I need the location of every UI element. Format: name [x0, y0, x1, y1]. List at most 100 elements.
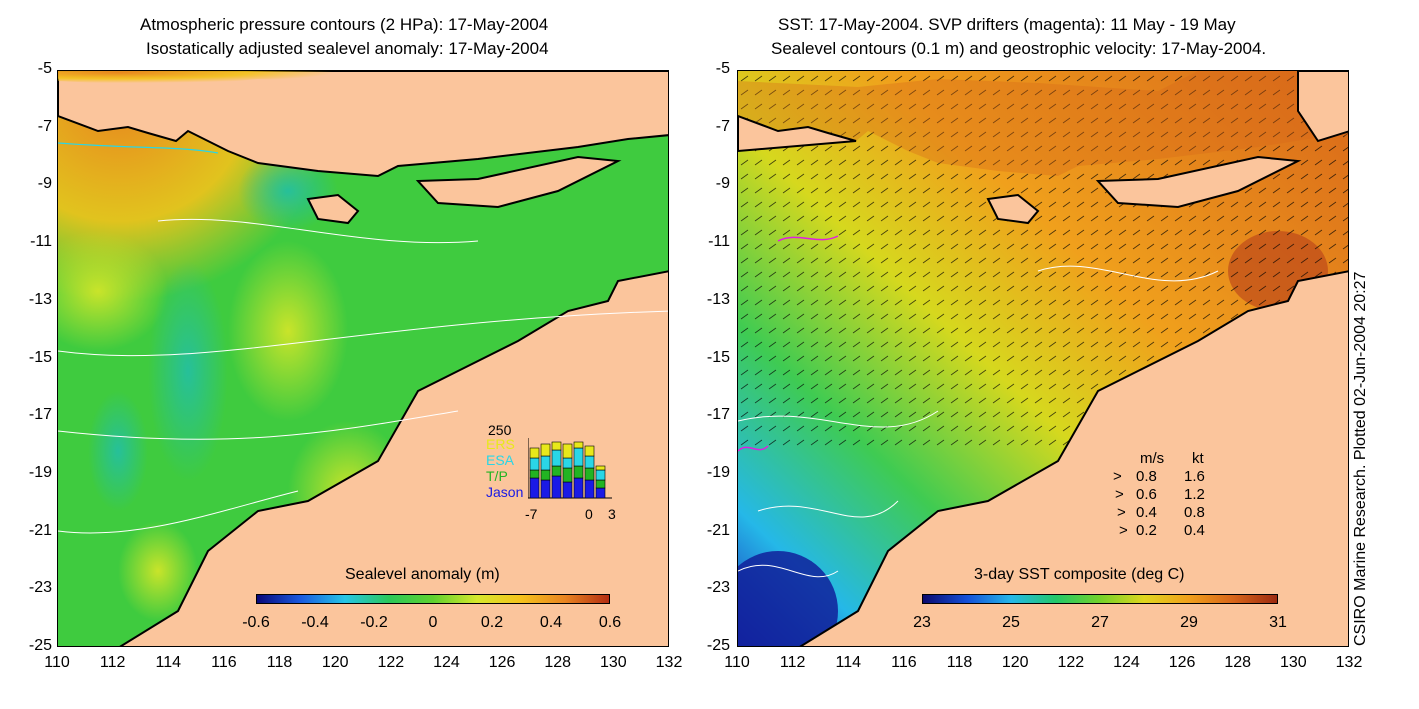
velocity-ms-value: 0.8: [1136, 468, 1157, 485]
y-tick-label: -11: [30, 233, 52, 251]
velocity-legend-kt-header: kt: [1192, 450, 1204, 467]
inset-series-label: T/P: [486, 468, 508, 484]
inset-bar-segment: [573, 441, 584, 449]
y-tick-label: -25: [706, 637, 730, 654]
y-tick-label: -15: [28, 348, 52, 366]
colorbar-tick-label: 29: [1180, 614, 1198, 631]
x-tick-label: 118: [266, 654, 293, 671]
y-tick-label: -13: [28, 290, 52, 308]
inset-xtick: -7: [525, 506, 538, 522]
pressure-contour: [58, 490, 299, 534]
inset-bar-segment: [573, 447, 584, 467]
inset-bar-segment: [562, 481, 573, 499]
australia-land: [119, 270, 668, 646]
left-colorbar: [256, 594, 610, 604]
anomaly-blob: [118, 521, 198, 621]
inset-bar-segment: [584, 455, 595, 469]
inset-bar-segment: [595, 465, 606, 471]
drifter-track: [777, 235, 839, 242]
y-tick-label: -17: [706, 406, 730, 424]
altimeter-inset: 250 ERS ESA T/P Jason -7 0 3: [478, 418, 618, 528]
velocity-arrow-glyph: >: [1113, 468, 1122, 485]
sst-map: [737, 70, 1349, 647]
velocity-kt-value: 1.2: [1184, 486, 1205, 503]
x-tick-label: 120: [321, 654, 349, 671]
y-tick-label: -15: [706, 348, 730, 366]
inset-bar-segment: [551, 475, 562, 499]
plot-credit: CSIRO Marine Research. Plotted 02-Jun-20…: [1352, 271, 1369, 646]
inset-bar-segment: [595, 479, 606, 489]
inset-bar-segment: [595, 469, 606, 481]
pressure-contour-cyan: [58, 142, 219, 154]
x-tick-label: 128: [1224, 654, 1252, 671]
x-tick-label: 124: [433, 654, 460, 671]
drifter-track: [738, 445, 769, 452]
anomaly-blob: [228, 241, 348, 421]
sealevel-contour: [1037, 265, 1219, 282]
y-tick-label: -7: [37, 117, 52, 135]
y-tick-label: -21: [28, 521, 52, 539]
inset-bar-segment: [540, 455, 551, 471]
velocity-arrow-glyph: >: [1115, 486, 1124, 503]
x-tick-label: 126: [1168, 654, 1196, 671]
velocity-ms-value: 0.2: [1136, 522, 1157, 539]
x-tick-label: 126: [488, 654, 516, 671]
cold-pool: [738, 551, 838, 646]
x-tick-label: 132: [1335, 654, 1363, 671]
sealevel-anomaly-map: [57, 70, 669, 647]
inset-bar-segment: [529, 447, 540, 459]
right-title-line1: SST: 17-May-2004. SVP drifters (magenta)…: [778, 15, 1236, 34]
colorbar-tick-label: 0.6: [598, 614, 622, 631]
x-tick-label: 122: [377, 654, 405, 671]
colorbar-tick-label: 0.4: [539, 614, 563, 631]
x-tick-label: 114: [835, 654, 862, 671]
velocity-kt-value: 0.4: [1184, 522, 1205, 539]
left-title-line2: Isostatically adjusted sealevel anomaly:…: [146, 39, 549, 58]
right-title-line2: Sealevel contours (0.1 m) and geostrophi…: [771, 39, 1267, 58]
x-tick-label: 110: [44, 654, 70, 671]
inset-bar-segment: [551, 449, 562, 467]
colorbar-tick-label: 27: [1091, 614, 1109, 631]
x-tick-label: 112: [99, 654, 126, 671]
left-colorbar-label: Sealevel anomaly (m): [345, 566, 500, 583]
y-tick-label: -7: [715, 117, 730, 135]
sumba-land: [306, 193, 360, 225]
velocity-ms-value: 0.6: [1136, 486, 1157, 503]
inset-bars: [528, 438, 612, 499]
colorbar-tick-label: -0.4: [301, 614, 329, 631]
inset-series-label: ERS: [486, 436, 515, 452]
pressure-contour: [58, 310, 668, 357]
colorbar-tick-label: 31: [1269, 614, 1287, 631]
right-colorbar-label: 3-day SST composite (deg C): [974, 566, 1185, 583]
x-tick-label: 130: [600, 654, 627, 671]
sealevel-contour: [757, 500, 899, 518]
inset-bar-segment: [540, 479, 551, 499]
velocity-legend-ms-header: m/s: [1140, 450, 1165, 467]
pressure-contour: [58, 410, 459, 440]
y-tick-label: -21: [706, 521, 730, 539]
y-tick-label: -23: [706, 579, 730, 597]
australia-land: [799, 270, 1348, 646]
north-sea-area: [58, 71, 668, 101]
inset-bar-segment: [584, 479, 595, 499]
inset-bar-segment: [562, 457, 573, 469]
x-tick-label: 112: [779, 654, 806, 671]
inset-bar-segment: [540, 469, 551, 481]
sumba-land: [986, 193, 1040, 225]
timor-land: [415, 155, 622, 209]
inset-series-label: ESA: [486, 452, 515, 468]
y-tick-label: -9: [715, 175, 730, 193]
inset-bar-segment: [562, 467, 573, 483]
inset-bar-segment: [529, 469, 540, 479]
x-tick-label: 120: [1001, 654, 1029, 671]
sst-svg: [738, 71, 1348, 646]
anomaly-blob: [88, 391, 148, 511]
java-land: [738, 114, 857, 153]
inset-bar-segment: [595, 487, 606, 499]
velocity-arrow-glyph: >: [1117, 504, 1126, 521]
velocity-arrow-glyph: >: [1119, 522, 1128, 539]
y-tick-label: -19: [706, 463, 730, 481]
colorbar-tick-label: 0: [428, 614, 438, 631]
x-tick-label: 124: [1113, 654, 1140, 671]
x-tick-label: 118: [946, 654, 973, 671]
